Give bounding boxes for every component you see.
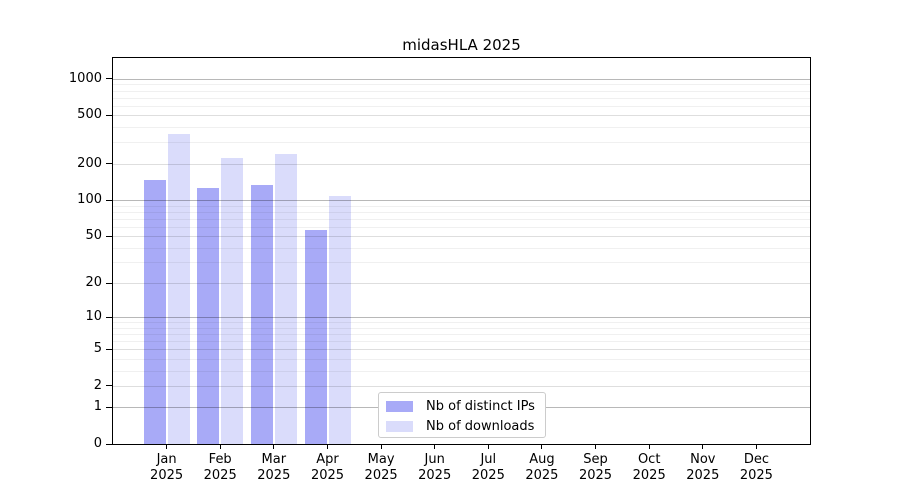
y-tick-50 (106, 235, 112, 237)
gridline-800 (113, 90, 810, 92)
gridline-30 (113, 262, 810, 264)
gridline-50 (113, 236, 810, 238)
x-tick-label-jun: Jun 2025 (418, 452, 452, 483)
gridline-5 (113, 349, 810, 351)
y-tick-2 (106, 385, 112, 387)
bar-nb-of-distinct-ips-apr (304, 230, 327, 444)
bar-nb-of-downloads-jan (167, 134, 190, 444)
y-tick-0 (106, 443, 112, 445)
bar-nb-of-distinct-ips-jan (143, 180, 166, 444)
grid-layer (113, 58, 810, 444)
y-tick-label-10: 10 (85, 309, 102, 325)
gridline-500 (113, 115, 810, 117)
y-tick-label-500: 500 (77, 107, 102, 123)
gridline-8 (113, 327, 810, 329)
y-tick-label-100: 100 (77, 192, 102, 207)
gridline-400 (113, 127, 810, 129)
y-tick-label-200: 200 (77, 155, 102, 171)
x-tick-dec (755, 444, 757, 449)
legend: Nb of distinct IPs Nb of downloads (378, 392, 546, 438)
x-tick-oct (648, 444, 650, 449)
gridline-200 (113, 163, 810, 165)
y-tick-20 (106, 282, 112, 284)
x-tick-label-aug: Aug 2025 (525, 452, 559, 483)
x-tick-may (380, 444, 382, 449)
gridline-60 (113, 226, 810, 228)
x-tick-label-jan: Jan 2025 (150, 452, 184, 483)
legend-label-nb-of-distinct-ips: Nb of distinct IPs (426, 398, 535, 414)
y-tick-1000 (106, 78, 112, 80)
gridline-20 (113, 283, 810, 284)
gridline-6 (113, 341, 810, 343)
legend-rows: Nb of distinct IPs Nb of downloads (379, 396, 545, 436)
x-tick-label-dec: Dec 2025 (739, 452, 773, 483)
y-tick-10 (106, 316, 112, 318)
x-tick-label-oct: Oct 2025 (632, 452, 666, 483)
x-tick-mar (273, 444, 275, 449)
y-tick-200 (106, 163, 112, 165)
gridline-900 (113, 84, 810, 86)
x-tick-feb (219, 444, 221, 449)
bar-nb-of-distinct-ips-feb (197, 187, 220, 444)
y-tick-label-5: 5 (93, 341, 102, 357)
legend-swatch-nb-of-downloads (386, 420, 413, 432)
y-tick-label-1000: 1000 (68, 70, 102, 86)
y-tick-label-2: 2 (93, 377, 102, 393)
legend-item-nb-of-downloads: Nb of downloads (379, 416, 545, 436)
x-tick-label-sep: Sep 2025 (578, 452, 613, 483)
y-tick-5 (106, 348, 112, 350)
x-tick-label-feb: Feb 2025 (203, 452, 237, 483)
bar-nb-of-distinct-ips-mar (250, 185, 273, 444)
bar-nb-of-downloads-feb (221, 158, 244, 444)
x-tick-sep (595, 444, 596, 449)
chart-title: midasHLA 2025 (402, 36, 521, 54)
gridline-3 (113, 370, 810, 372)
x-tick-label-jul: Jul 2025 (471, 452, 505, 483)
y-tick-label-20: 20 (85, 275, 102, 290)
x-tick-jun (434, 444, 436, 449)
x-tick-jan (166, 444, 168, 449)
bar-nb-of-downloads-mar (274, 154, 297, 444)
y-tick-100 (106, 199, 112, 201)
gridline-600 (113, 105, 810, 107)
x-tick-jul (487, 444, 489, 449)
gridline-9 (113, 322, 810, 324)
y-tick-1 (106, 406, 112, 408)
bars-layer (113, 58, 810, 444)
gridline-80 (113, 211, 810, 213)
y-tick-label-50: 50 (85, 228, 102, 244)
gridline-1000 (113, 78, 810, 80)
y-tick-500 (106, 114, 112, 116)
y-tick-label-0: 0 (93, 436, 102, 451)
x-tick-label-nov: Nov 2025 (686, 452, 720, 483)
x-tick-aug (541, 444, 543, 449)
gridline-90 (113, 205, 810, 207)
y-tick-label-1: 1 (93, 399, 102, 415)
gridline-2 (113, 385, 810, 387)
x-tick-label-apr: Apr 2025 (310, 452, 345, 483)
x-tick-label-may: May 2025 (364, 452, 398, 483)
gridline-300 (113, 142, 810, 144)
legend-item-nb-of-distinct-ips: Nb of distinct IPs (379, 396, 545, 416)
gridline-4 (113, 358, 810, 360)
legend-swatch-nb-of-distinct-ips (386, 400, 413, 412)
x-tick-apr (327, 444, 328, 449)
gridline-100 (113, 200, 810, 201)
legend-label-nb-of-downloads: Nb of downloads (426, 418, 535, 434)
gridline-7 (113, 334, 810, 336)
gridline-40 (113, 247, 810, 249)
gridline-10 (113, 317, 810, 319)
gridline-700 (113, 97, 810, 99)
x-tick-label-mar: Mar 2025 (257, 452, 291, 483)
gridline-70 (113, 218, 810, 220)
bar-nb-of-downloads-apr (328, 196, 351, 444)
x-tick-nov (702, 444, 704, 449)
